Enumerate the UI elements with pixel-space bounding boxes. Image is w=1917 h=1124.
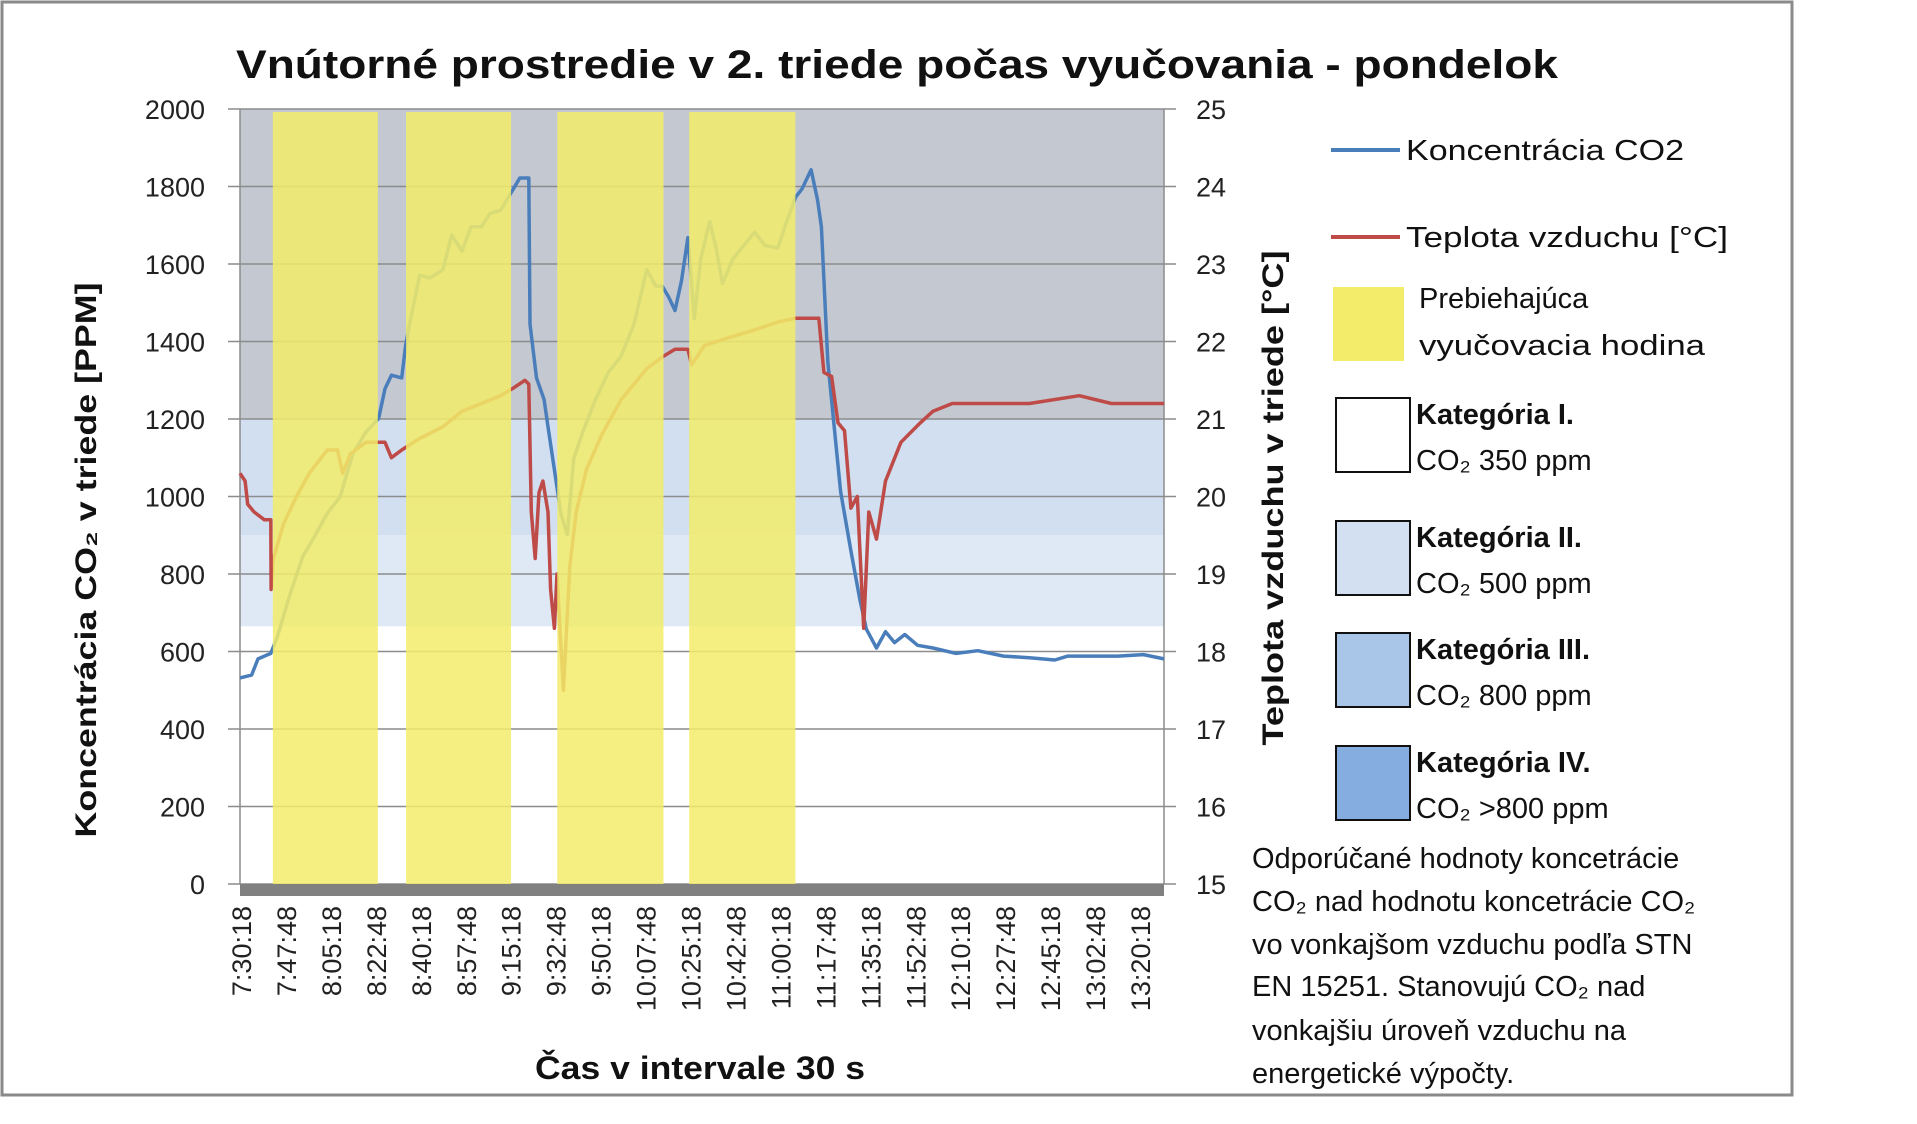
x-tick-label: 7:30:18 [227,906,257,996]
lesson-bands [272,112,796,884]
legend-category-value: CO₂ 800 ppm [1416,680,1592,712]
note-line: CO₂ nad hodnotu koncetrácie CO₂ [1252,886,1695,918]
y2-tick-label: 20 [1196,483,1226,513]
legend-categories: Kategória I. CO₂ 350 ppm Kategória II. CO₂ … [1335,397,1609,825]
note-line: energetické výpočty. [1252,1058,1514,1090]
legend-category-swatch [1335,397,1411,473]
chart-title: Vnútorné prostredie v 2. triede počas vy… [236,43,1559,87]
x-axis-title: Čas v intervale 30 s [535,1050,865,1086]
lesson-band-4 [689,112,796,884]
y-tick-label: 200 [160,793,205,823]
x-tick-label: 8:57:48 [452,906,482,996]
y2-tick-label: 21 [1196,405,1226,435]
legend-category-swatch [1335,745,1411,821]
x-tick-label: 10:42:48 [721,906,751,1011]
legend-temp-label: Teplota vzduchu [°C] [1406,222,1728,254]
legend-category-swatch [1335,520,1411,596]
legend-category-name: Kategória II. [1416,522,1582,554]
legend-lesson-label-1: Prebiehajúca [1419,283,1589,315]
y-tick-label: 2000 [145,95,205,125]
legend-category-name: Kategória I. [1416,399,1574,431]
note-line: EN 15251. Stanovujú CO₂ nad [1252,971,1645,1003]
x-axis-ticks: 7:30:18 7:47:48 8:05:18 8:22:48 8:40:18 8:57:… [227,906,1156,1011]
x-tick-label: 8:22:48 [362,906,392,996]
x-tick-label: 12:10:18 [946,906,976,1011]
y-tick-label: 400 [160,715,205,745]
x-tick-label: 12:45:18 [1036,906,1066,1011]
legend-category-value: CO₂ 350 ppm [1416,445,1592,477]
y-axis-title: Koncentrácia CO₂ v triede [PPM] [70,283,103,838]
x-tick-label: 11:52:48 [901,906,931,1009]
x-tick-label: 10:25:18 [677,906,707,1011]
legend-category-value: CO₂ 500 ppm [1416,568,1592,600]
x-tick-label: 8:05:18 [317,906,347,996]
lesson-band-1 [272,112,378,884]
x-tick-label: 11:00:18 [766,906,796,1009]
x-tick-label: 9:50:18 [587,906,617,996]
x-tick-label: 11:17:48 [811,906,841,1009]
note-line: Odporúčané hodnoty koncetrácie [1252,843,1679,875]
y2-tick-label: 23 [1196,250,1226,280]
note-line: vo vonkajšom vzduchu podľa STN [1252,929,1692,961]
legend: Koncentrácia CO2 Teplota vzduchu [°C] Pr… [1331,135,1728,825]
x-tick-label: 10:07:48 [632,906,662,1011]
y2-tick-label: 17 [1196,715,1226,745]
x-tick-label: 13:02:48 [1081,906,1111,1011]
x-tick-label: 13:20:18 [1126,906,1156,1011]
x-tick-label: 7:47:48 [272,906,302,996]
y-tick-label: 600 [160,638,205,668]
x-tick-label: 9:15:18 [497,906,527,996]
y-tick-label: 1400 [145,328,205,358]
legend-lesson-swatch [1333,287,1404,361]
x-axis-bar [240,884,1164,896]
chart-frame [0,0,1794,1097]
note-line: vonkajšiu úroveň vzduchu na [1252,1015,1627,1047]
y2-tick-label: 25 [1196,95,1226,125]
x-tick-label: 8:40:18 [407,906,437,996]
legend-category-name: Kategória IV. [1416,747,1591,779]
lesson-band-3 [557,112,664,884]
legend-category-value: CO₂ >800 ppm [1416,793,1609,825]
y-tick-label: 800 [160,560,205,590]
legend-co2-label: Koncentrácia CO2 [1406,135,1684,167]
recommendation-notes: Odporúčané hodnoty koncetrácie CO₂ nad ho… [1252,843,1695,1090]
x-tick-label: 11:35:18 [856,906,886,1009]
lesson-band-2 [406,112,512,884]
y2-axis-title: Teplota vzduchu v triede [°C] [1257,251,1290,746]
y-tick-label: 1600 [145,250,205,280]
x-tick-label: 12:27:48 [991,906,1021,1011]
x-tick-label: 9:32:48 [542,906,572,996]
y-tick-label: 0 [190,870,205,900]
legend-category-swatch [1335,632,1411,708]
y2-tick-label: 22 [1196,328,1226,358]
y-axis-ticks: 0 200 400 600 800 1000 1200 1400 1600 1800 2000 [145,95,205,900]
y2-tick-label: 18 [1196,638,1226,668]
y2-tick-label: 15 [1196,870,1226,900]
y2-tick-label: 16 [1196,793,1226,823]
legend-category-name: Kategória III. [1416,634,1590,666]
y-tick-label: 1000 [145,483,205,513]
y-tick-label: 1200 [145,405,205,435]
y2-tick-label: 19 [1196,560,1226,590]
legend-lesson-label-2: vyučovacia hodina [1419,330,1706,362]
y2-tick-label: 24 [1196,173,1226,203]
y2-axis-ticks: 15 16 17 18 19 20 21 22 23 24 25 [1196,95,1226,900]
y-tick-label: 1800 [145,173,205,203]
